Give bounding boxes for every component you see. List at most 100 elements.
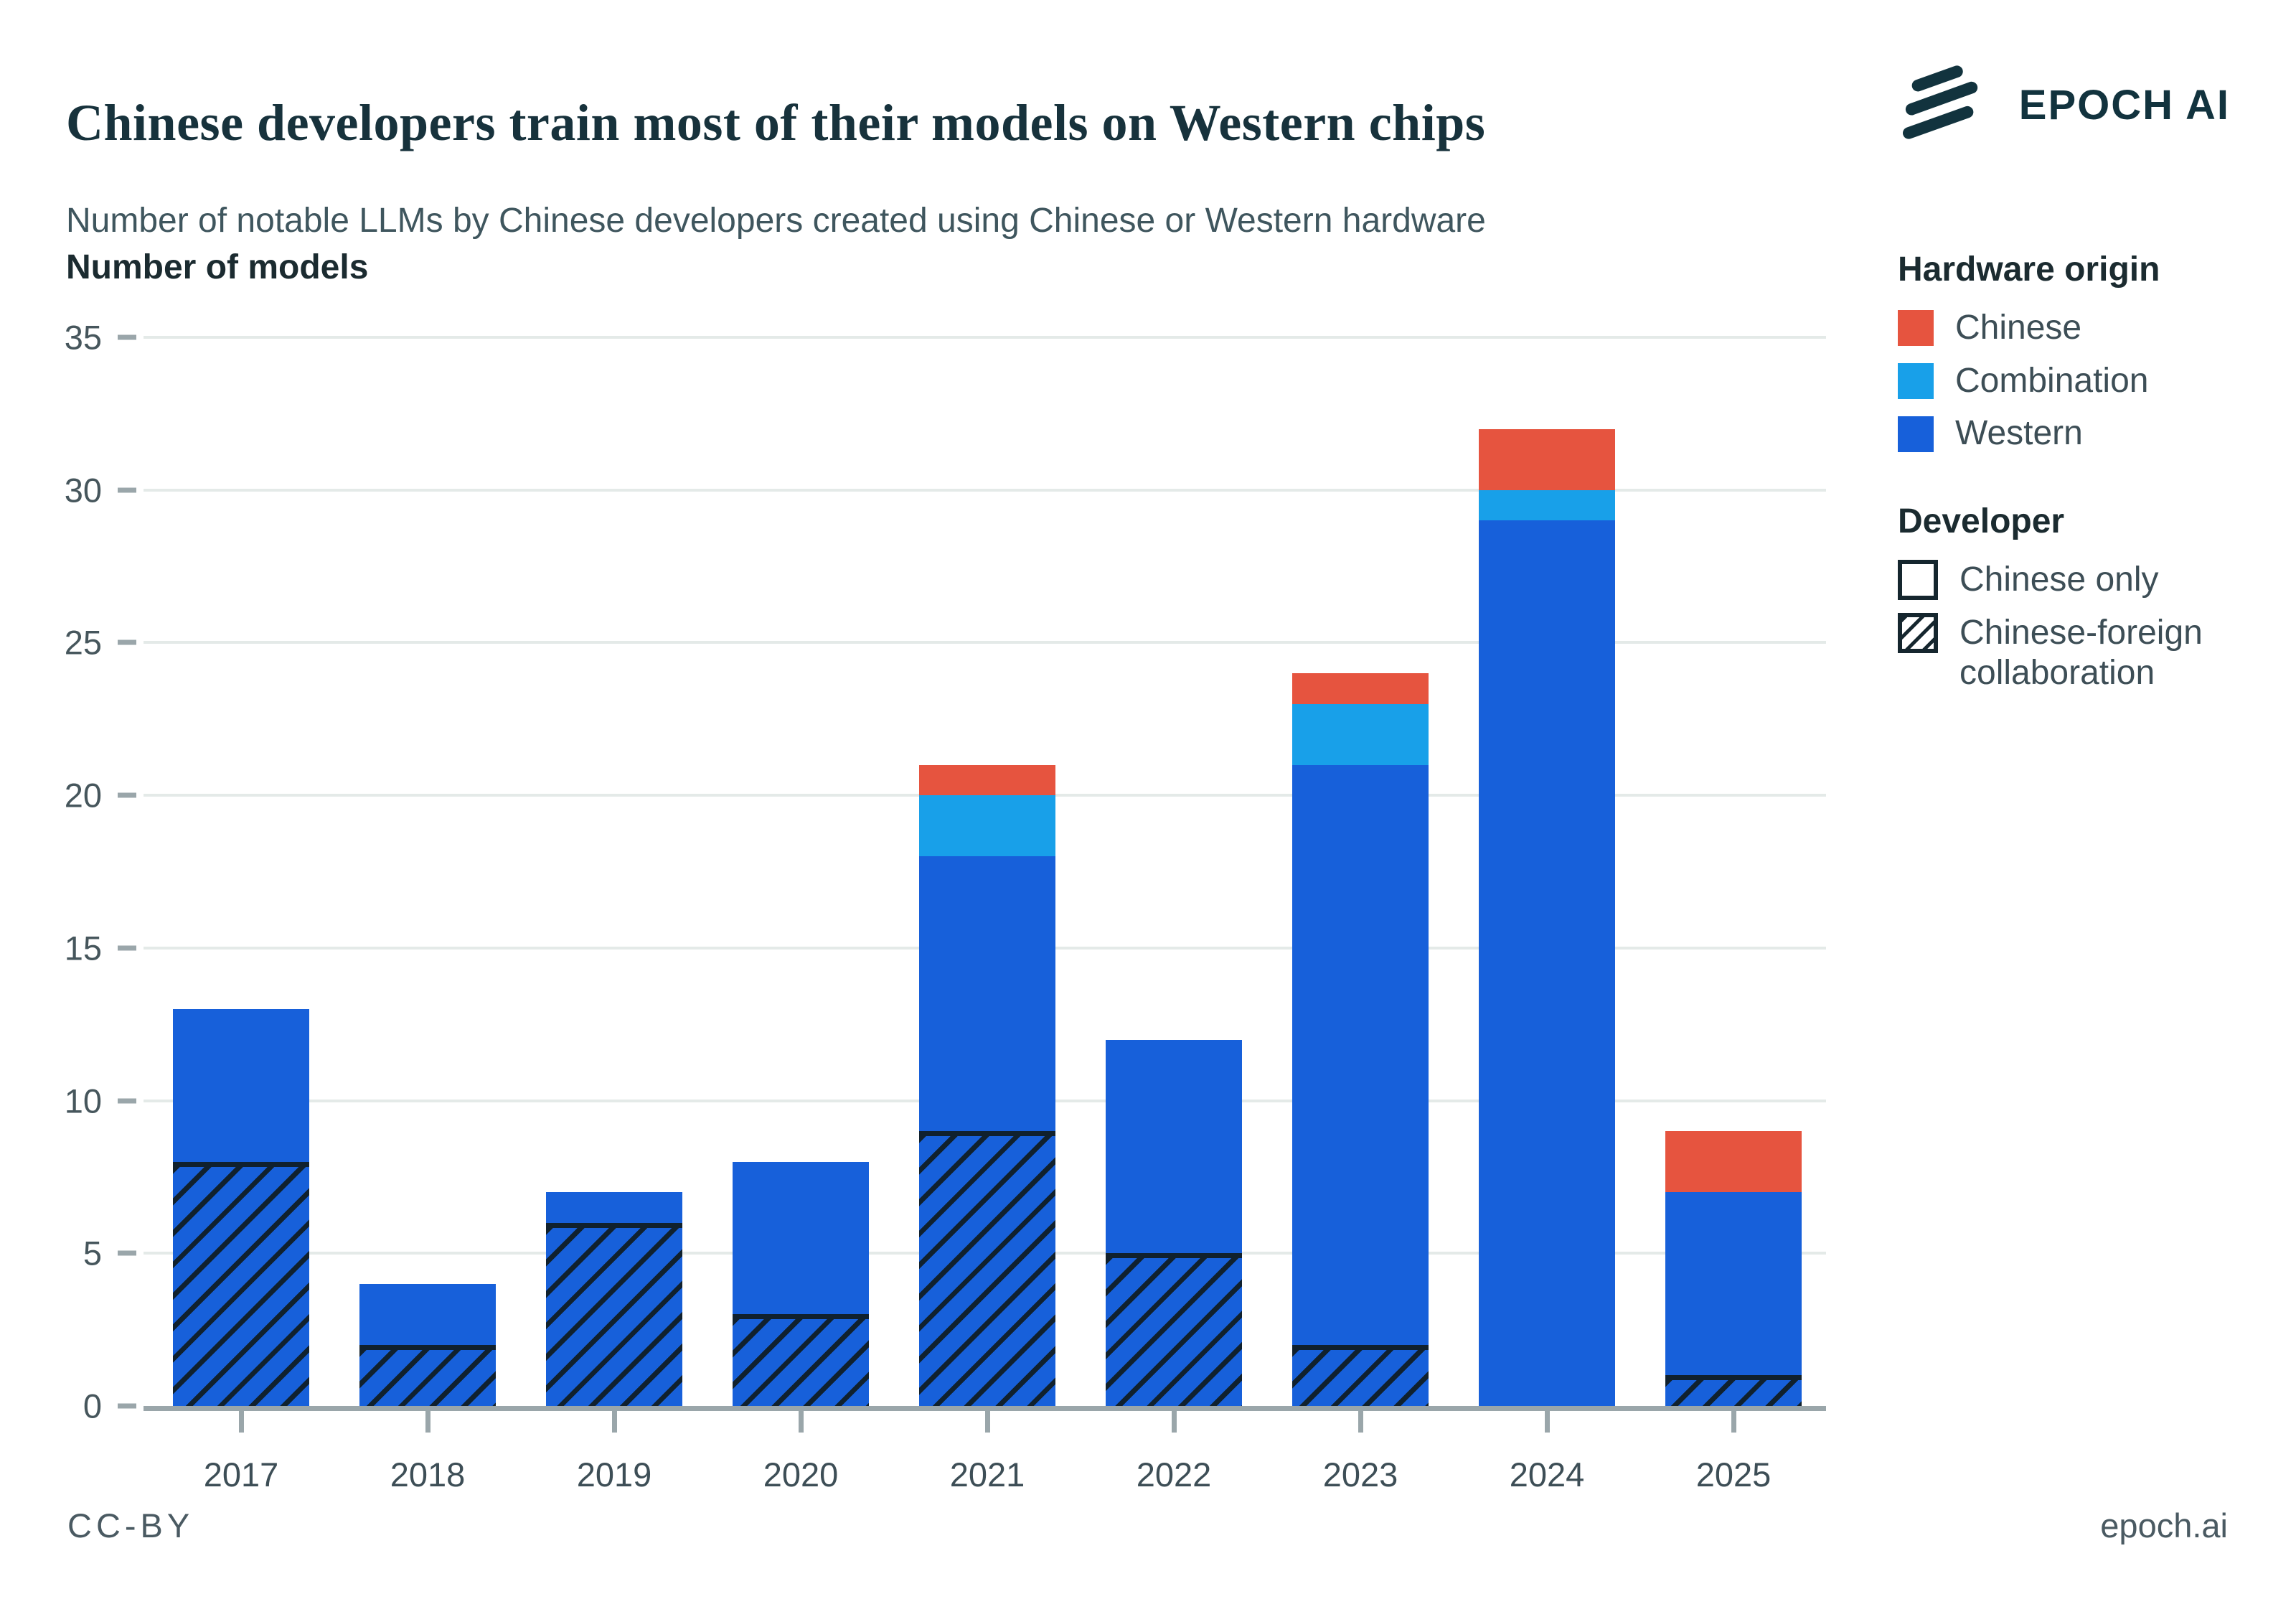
x-tick-2019 (612, 1411, 617, 1433)
gridline-35 (144, 336, 1826, 339)
bar-segment-2025-western (1665, 1192, 1802, 1376)
x-tick-2024 (1545, 1411, 1550, 1433)
x-tick-2023 (1358, 1411, 1363, 1433)
bar-segment-2023-chinese (1292, 672, 1429, 704)
bar-segment-2025-western-collab (1665, 1375, 1802, 1406)
bar-segment-2022-western-collab (1106, 1253, 1242, 1406)
bar-segment-2025-chinese (1665, 1131, 1802, 1193)
legend-label-chinese-only: Chinese only (1959, 560, 2159, 599)
bar-segment-2024-chinese (1479, 428, 1615, 490)
y-tick-mark (118, 792, 136, 798)
legend-item-chinese: Chinese (1898, 308, 2285, 349)
bar-segment-2021-western (919, 856, 1055, 1132)
y-tick-label: 5 (83, 1234, 102, 1272)
bar-segment-2020-western-collab (733, 1314, 869, 1406)
legend-label-combination: Combination (1955, 361, 2149, 400)
plot-area: 0 5 10 15 20 25 30 35 2017 2018 2019 2020 2021 2022 20… (65, 319, 1826, 1494)
y-tick-label: 25 (64, 623, 102, 662)
bar-segment-2024-western (1479, 520, 1615, 1406)
bar-segment-2019-western-collab (546, 1222, 682, 1406)
page-title: Chinese developers train most of their m… (66, 94, 1486, 152)
x-axis-label-2017: 2017 (203, 1455, 279, 1494)
y-tick-0: 0 (16, 1387, 144, 1426)
y-tick-mark (118, 639, 136, 645)
x-tick-2018 (425, 1411, 430, 1433)
y-axis-title: Number of models (66, 248, 369, 286)
x-tick-2020 (799, 1411, 804, 1433)
legend-hardware-title: Hardware origin (1898, 250, 2160, 289)
bar-segment-2024-combination (1479, 489, 1615, 521)
x-tick-2021 (985, 1411, 990, 1433)
y-tick-mark (118, 1403, 136, 1409)
bar-segment-2023-western-collab (1292, 1344, 1429, 1406)
bar-2023 (1292, 337, 1429, 1406)
x-axis-label-2025: 2025 (1695, 1455, 1772, 1494)
bar-2021 (919, 337, 1055, 1406)
bar-segment-2019-western (546, 1192, 682, 1223)
y-tick-5: 5 (16, 1234, 144, 1273)
bar-2019 (546, 337, 682, 1406)
chinese-color-swatch (1898, 310, 1934, 347)
gridline-25 (144, 641, 1826, 644)
y-tick-label: 35 (64, 318, 102, 357)
legend: Hardware origin Chinese Combination West… (1898, 250, 2285, 706)
y-tick-mark (118, 1250, 136, 1256)
bar-segment-2021-combination (919, 795, 1055, 857)
y-tick-20: 20 (16, 776, 144, 815)
y-tick-label: 30 (64, 471, 102, 510)
legend-developer-title: Developer (1898, 502, 2065, 540)
bar-2020 (733, 337, 869, 1406)
y-tick-label: 10 (64, 1082, 102, 1120)
collaboration-hatch-swatch (1898, 612, 1938, 653)
bar-segment-2021-western-collab (919, 1131, 1055, 1406)
site-link: epoch.ai (2100, 1506, 2228, 1544)
bar-segment-2018-western (359, 1283, 496, 1345)
gridline-30 (144, 488, 1826, 492)
x-axis-label-2023: 2023 (1322, 1455, 1398, 1494)
epoch-slashes-icon (1886, 63, 2000, 147)
page-subtitle: Number of notable LLMs by Chinese develo… (66, 202, 1486, 240)
y-tick-mark (118, 334, 136, 340)
bar-segment-2017-western (173, 1008, 309, 1162)
legend-item-chinese-only: Chinese only (1898, 560, 2285, 601)
bar-2017 (173, 337, 309, 1406)
legend-item-western: Western (1898, 413, 2285, 454)
license-badge: CC-BY (67, 1506, 194, 1544)
y-tick-mark (118, 1098, 136, 1104)
y-tick-label: 20 (64, 776, 102, 815)
bar-segment-2023-combination (1292, 703, 1429, 765)
legend-label-western: Western (1955, 414, 2083, 453)
bar-segment-2020-western (733, 1161, 869, 1315)
x-tick-2022 (1172, 1411, 1177, 1433)
y-tick-label: 15 (64, 929, 102, 967)
legend-item-collaboration: Chinese-foreign collaboration (1898, 612, 2285, 694)
y-tick-mark (118, 487, 136, 493)
epoch-ai-logo-text: EPOCH AI (2018, 82, 2230, 128)
x-axis-label-2020: 2020 (763, 1455, 839, 1494)
bar-2025 (1665, 337, 1802, 1406)
legend-label-chinese: Chinese (1955, 309, 2082, 347)
bar-2018 (359, 337, 496, 1406)
western-color-swatch (1898, 416, 1934, 452)
bar-2022 (1106, 337, 1242, 1406)
y-tick-35: 35 (16, 318, 144, 357)
bar-segment-2018-western-collab (359, 1344, 496, 1406)
x-axis-label-2024: 2024 (1509, 1455, 1585, 1494)
y-tick-10: 10 (16, 1081, 144, 1120)
bar-segment-2021-chinese (919, 764, 1055, 796)
bar-2024 (1479, 337, 1615, 1406)
x-tick-2025 (1731, 1411, 1736, 1433)
bar-segment-2022-western (1106, 1039, 1242, 1254)
x-axis-label-2019: 2019 (576, 1455, 652, 1494)
x-axis-label-2021: 2021 (949, 1455, 1025, 1494)
y-tick-15: 15 (16, 928, 144, 967)
legend-label-collaboration: Chinese-foreign collaboration (1959, 613, 2203, 693)
chinese-only-swatch (1898, 560, 1938, 601)
bar-segment-2023-western (1292, 764, 1429, 1345)
legend-item-combination: Combination (1898, 361, 2285, 402)
epoch-ai-logo: EPOCH AI (1886, 63, 2230, 147)
combination-color-swatch (1898, 362, 1934, 399)
x-axis-label-2018: 2018 (390, 1455, 466, 1494)
y-tick-30: 30 (16, 470, 144, 510)
